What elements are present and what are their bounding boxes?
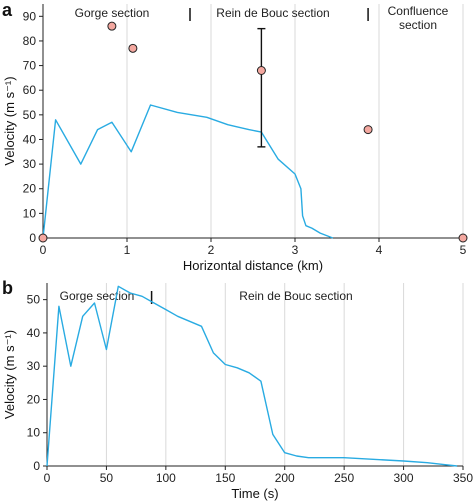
- y-tick-label: 20: [23, 182, 37, 196]
- data-point: [128, 43, 138, 53]
- y-tick-label: 0: [33, 459, 40, 473]
- y-tick-label: 80: [23, 34, 37, 48]
- velocity-series-line: [42, 104, 334, 239]
- y-tick-label: 50: [27, 293, 41, 307]
- x-tick-label: 1: [124, 243, 131, 257]
- velocity-series-line: [46, 285, 458, 467]
- y-tick-label: 10: [23, 206, 37, 220]
- x-tick-label: 2: [208, 243, 215, 257]
- y-axis-label: Velocity (m s⁻¹): [2, 76, 17, 165]
- y-tick-label: 20: [27, 392, 41, 406]
- data-point: [256, 66, 266, 76]
- y-tick-label: 0: [29, 231, 36, 245]
- y-tick-label: 30: [23, 157, 37, 171]
- data-point: [363, 125, 373, 135]
- y-tick-label: 90: [23, 9, 37, 23]
- y-tick-label: 40: [27, 326, 41, 340]
- data-point: [38, 233, 48, 243]
- x-tick-label: 4: [376, 243, 383, 257]
- y-axis-label: Velocity (m s⁻¹): [2, 330, 17, 419]
- x-tick-label: 0: [40, 243, 47, 257]
- x-tick-label: 150: [215, 471, 235, 485]
- x-axis-label: Horizontal distance (km): [183, 258, 323, 273]
- x-tick-label: 0: [44, 471, 51, 485]
- section-label: Confluence: [388, 4, 449, 18]
- x-tick-label: 5: [460, 243, 467, 257]
- section-label: section: [399, 18, 437, 32]
- y-tick-label: 70: [23, 59, 37, 73]
- data-point: [458, 233, 468, 243]
- section-label: Gorge section: [75, 6, 150, 20]
- data-point: [107, 21, 117, 31]
- section-label: Rein de Bouc section: [216, 6, 329, 20]
- section-label: Rein de Bouc section: [239, 289, 352, 303]
- x-tick-label: 300: [394, 471, 414, 485]
- x-axis-label: Time (s): [231, 486, 278, 501]
- x-tick-label: 200: [275, 471, 295, 485]
- x-tick-label: 3: [292, 243, 299, 257]
- x-tick-label: 350: [453, 471, 473, 485]
- y-tick-label: 10: [27, 426, 41, 440]
- panel-a-letter: a: [2, 0, 13, 20]
- x-tick-label: 100: [156, 471, 176, 485]
- y-tick-label: 30: [27, 359, 41, 373]
- y-tick-label: 50: [23, 108, 37, 122]
- x-tick-label: 250: [334, 471, 354, 485]
- panel-b-letter: b: [2, 278, 13, 298]
- panel-b-chart: 0 50 100 150 200 250 300 350 0 10 20 30 40 50 Time (s)…: [2, 283, 473, 501]
- section-label: Gorge section: [60, 289, 135, 303]
- y-tick-label: 60: [23, 83, 37, 97]
- x-tick-label: 50: [100, 471, 114, 485]
- y-tick-label: 40: [23, 132, 37, 146]
